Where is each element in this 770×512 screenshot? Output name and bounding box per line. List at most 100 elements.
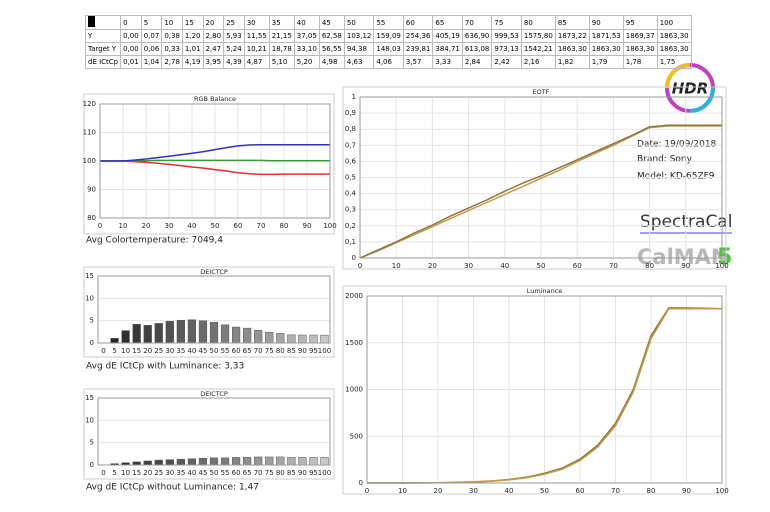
header-cell: 15	[181, 15, 204, 30]
x-tick-label: 80	[276, 347, 285, 355]
table-cell: 1869,37	[622, 29, 658, 43]
table-cell: 94,38	[343, 42, 375, 56]
plot-area	[366, 295, 723, 484]
y-tick-label: 120	[83, 100, 96, 108]
y-tick-label: 0,7	[345, 141, 356, 149]
y-tick-label: 5	[90, 317, 94, 325]
table-cell: 21,15	[268, 29, 295, 43]
x-tick-label: 50	[211, 222, 220, 230]
table-cell: 103,12	[343, 29, 375, 43]
x-tick-label: 20	[142, 222, 151, 230]
table-cell: 5,24	[223, 42, 245, 56]
y-tick-label: 100	[83, 157, 96, 165]
calman-logo: CalMAN	[637, 245, 729, 269]
x-tick-label: 0	[101, 469, 105, 477]
bar	[298, 334, 307, 344]
table-cell: 18,78	[268, 42, 295, 56]
table-cell: 239,81	[402, 42, 434, 56]
table-cell: 10,21	[243, 42, 270, 56]
header-cell: 30	[243, 15, 270, 30]
y-tick-label: 90	[87, 186, 96, 194]
header-cell: 50	[343, 15, 375, 30]
x-tick-label: 15	[132, 469, 141, 477]
chart-frame	[83, 93, 335, 235]
x-tick-label: 70	[609, 262, 618, 270]
x-tick-label: 55	[221, 347, 230, 355]
x-tick-label: 0	[98, 222, 102, 230]
table-cell: 1,82	[554, 55, 590, 69]
table-cell: 4,98	[318, 55, 345, 69]
bar	[198, 458, 208, 466]
x-tick-label: 40	[187, 347, 196, 355]
bar	[187, 319, 197, 344]
table-cell: 1,75	[656, 55, 692, 69]
bar	[110, 338, 119, 344]
x-tick-label: 30	[165, 347, 174, 355]
y-tick-label: 0,9	[345, 109, 356, 117]
bar	[209, 322, 219, 344]
series-line	[359, 125, 722, 259]
table-cell: 5,93	[223, 29, 245, 43]
chart-title: DEICTCP	[200, 390, 228, 398]
y-tick-label: 110	[83, 129, 96, 137]
table-cell: 1575,80	[520, 29, 556, 43]
bar	[220, 324, 230, 344]
table-cell: 1863,30	[554, 42, 590, 56]
table-cell: 613,08	[461, 42, 493, 56]
table-cell: 2,78	[161, 55, 183, 69]
x-tick-label: 65	[243, 347, 252, 355]
annotation: Avg dE ICtCp without Luminance: 1,47	[86, 483, 259, 493]
x-tick-label: 75	[265, 347, 274, 355]
x-tick-label: 60	[576, 487, 585, 495]
table-cell: 999,53	[491, 29, 522, 43]
table-cell: 0,33	[161, 42, 183, 56]
header-cell: 5	[140, 15, 163, 30]
header-cell: 65	[432, 15, 463, 30]
bar	[176, 319, 185, 344]
plot-area	[97, 397, 331, 466]
y-tick-label: 0	[359, 479, 363, 487]
x-tick-label: 80	[276, 469, 285, 477]
table-cell: 1863,30	[656, 29, 692, 43]
x-tick-label: 95	[309, 347, 318, 355]
y-tick-label: 0,4	[345, 190, 357, 198]
x-tick-label: 25	[154, 469, 163, 477]
table-cell: 973,13	[491, 42, 522, 56]
x-tick-label: 80	[645, 262, 654, 270]
table-cell: 1,01	[181, 42, 204, 56]
bar	[132, 324, 141, 344]
table-cell: 4,87	[243, 55, 270, 69]
bar	[243, 327, 252, 344]
table-cell: 1,04	[140, 55, 163, 69]
series-line	[100, 160, 330, 176]
table-cell: 1863,30	[622, 42, 658, 56]
x-tick-label: 45	[198, 469, 207, 477]
header-cell: 60	[402, 15, 434, 30]
x-tick-label: 0	[358, 262, 362, 270]
x-tick-label: 50	[540, 487, 549, 495]
x-tick-label: 75	[265, 469, 274, 477]
table-cell: 33,10	[293, 42, 320, 56]
bar	[209, 457, 219, 466]
header-cell: 35	[268, 15, 295, 30]
header-row: 0 5 10 15 20 25 30 35 40 45 50 55 60 65 70 75 80 85 90 95 10…	[84, 15, 692, 30]
x-tick-label: 40	[500, 262, 509, 270]
table-cell: 1863,30	[588, 42, 624, 56]
x-tick-label: 50	[210, 347, 219, 355]
x-tick-label: 90	[682, 487, 691, 495]
x-tick-label: 55	[221, 469, 230, 477]
table-cell: 0,00	[120, 29, 142, 43]
bar	[265, 331, 274, 344]
x-tick-label: 30	[469, 487, 478, 495]
x-tick-label: 40	[188, 222, 197, 230]
table-cell: 4,06	[373, 55, 404, 69]
header-cell: 0	[120, 15, 142, 30]
bar	[254, 456, 263, 466]
x-tick-label: 100	[715, 487, 728, 495]
table-cell: 1542,21	[520, 42, 556, 56]
header-cell: 85	[554, 15, 590, 30]
y-tick-label: 10	[85, 294, 94, 302]
bar	[298, 457, 307, 466]
x-tick-label: 30	[165, 469, 174, 477]
x-tick-label: 85	[287, 347, 296, 355]
